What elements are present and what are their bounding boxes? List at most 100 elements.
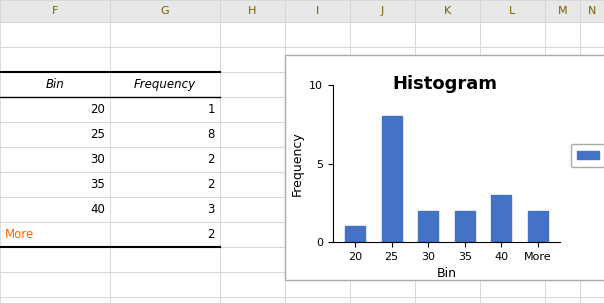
- Bar: [110, 172, 220, 197]
- Bar: [0, 297, 110, 303]
- Text: More: More: [5, 228, 34, 241]
- Text: I: I: [316, 6, 319, 16]
- Bar: [480, 0, 545, 22]
- Bar: [285, 147, 350, 172]
- Bar: [480, 197, 545, 222]
- Text: 25: 25: [90, 128, 105, 141]
- Bar: [382, 116, 402, 242]
- Bar: [350, 122, 415, 147]
- Bar: [285, 122, 350, 147]
- Text: M: M: [557, 6, 567, 16]
- Bar: [285, 172, 350, 197]
- Bar: [285, 297, 350, 303]
- Bar: [110, 147, 220, 172]
- Bar: [580, 72, 604, 97]
- Bar: [480, 122, 545, 147]
- Bar: [480, 72, 545, 97]
- Bar: [350, 297, 415, 303]
- Bar: [415, 297, 480, 303]
- Bar: [545, 172, 580, 197]
- Bar: [545, 72, 580, 97]
- Text: 35: 35: [90, 178, 105, 191]
- Bar: [415, 122, 480, 147]
- Bar: [110, 47, 220, 72]
- Bar: [285, 72, 350, 97]
- Bar: [220, 72, 285, 97]
- Text: Histogram: Histogram: [392, 75, 497, 93]
- Bar: [220, 47, 285, 72]
- Bar: [0, 222, 110, 247]
- Bar: [220, 0, 285, 22]
- Bar: [220, 297, 285, 303]
- Bar: [350, 172, 415, 197]
- Bar: [0, 22, 110, 47]
- Bar: [545, 122, 580, 147]
- Bar: [285, 22, 350, 47]
- Bar: [580, 97, 604, 122]
- Text: 1: 1: [208, 103, 215, 116]
- Bar: [285, 55, 604, 280]
- Bar: [480, 272, 545, 297]
- Text: 40: 40: [90, 203, 105, 216]
- Text: G: G: [161, 6, 169, 16]
- Bar: [0, 147, 110, 172]
- Text: 30: 30: [90, 153, 105, 166]
- Bar: [580, 197, 604, 222]
- Bar: [455, 211, 475, 242]
- Bar: [110, 72, 220, 97]
- Bar: [545, 22, 580, 47]
- Bar: [110, 272, 220, 297]
- Bar: [110, 247, 220, 272]
- Text: 2: 2: [208, 153, 215, 166]
- Bar: [350, 197, 415, 222]
- Text: Frequency: Frequency: [134, 78, 196, 91]
- Bar: [220, 122, 285, 147]
- Bar: [415, 147, 480, 172]
- Bar: [480, 172, 545, 197]
- Bar: [580, 272, 604, 297]
- Bar: [418, 211, 439, 242]
- Bar: [110, 297, 220, 303]
- Bar: [415, 272, 480, 297]
- Text: L: L: [509, 6, 516, 16]
- Bar: [0, 247, 110, 272]
- Bar: [545, 147, 580, 172]
- Bar: [545, 247, 580, 272]
- Bar: [491, 195, 512, 242]
- Bar: [285, 97, 350, 122]
- Bar: [110, 0, 220, 22]
- Bar: [545, 197, 580, 222]
- Text: K: K: [444, 6, 451, 16]
- Bar: [220, 22, 285, 47]
- Text: 2: 2: [208, 228, 215, 241]
- Bar: [350, 147, 415, 172]
- Bar: [110, 97, 220, 122]
- Bar: [480, 97, 545, 122]
- Bar: [545, 97, 580, 122]
- Bar: [110, 22, 220, 47]
- Bar: [285, 0, 350, 22]
- Bar: [0, 47, 110, 72]
- Text: H: H: [248, 6, 257, 16]
- Text: F: F: [52, 6, 58, 16]
- Bar: [0, 172, 110, 197]
- Bar: [220, 147, 285, 172]
- X-axis label: Bin: Bin: [437, 267, 457, 280]
- Bar: [220, 97, 285, 122]
- Text: 20: 20: [90, 103, 105, 116]
- Bar: [0, 72, 110, 97]
- Text: J: J: [381, 6, 384, 16]
- Y-axis label: Frequency: Frequency: [291, 131, 304, 196]
- Bar: [580, 0, 604, 22]
- Bar: [545, 222, 580, 247]
- Legend: Frequency: Frequency: [571, 144, 604, 167]
- Bar: [345, 226, 365, 242]
- Text: N: N: [588, 6, 596, 16]
- Bar: [415, 22, 480, 47]
- Bar: [415, 97, 480, 122]
- Bar: [110, 122, 220, 147]
- Bar: [350, 0, 415, 22]
- Bar: [580, 147, 604, 172]
- Bar: [580, 47, 604, 72]
- Bar: [580, 222, 604, 247]
